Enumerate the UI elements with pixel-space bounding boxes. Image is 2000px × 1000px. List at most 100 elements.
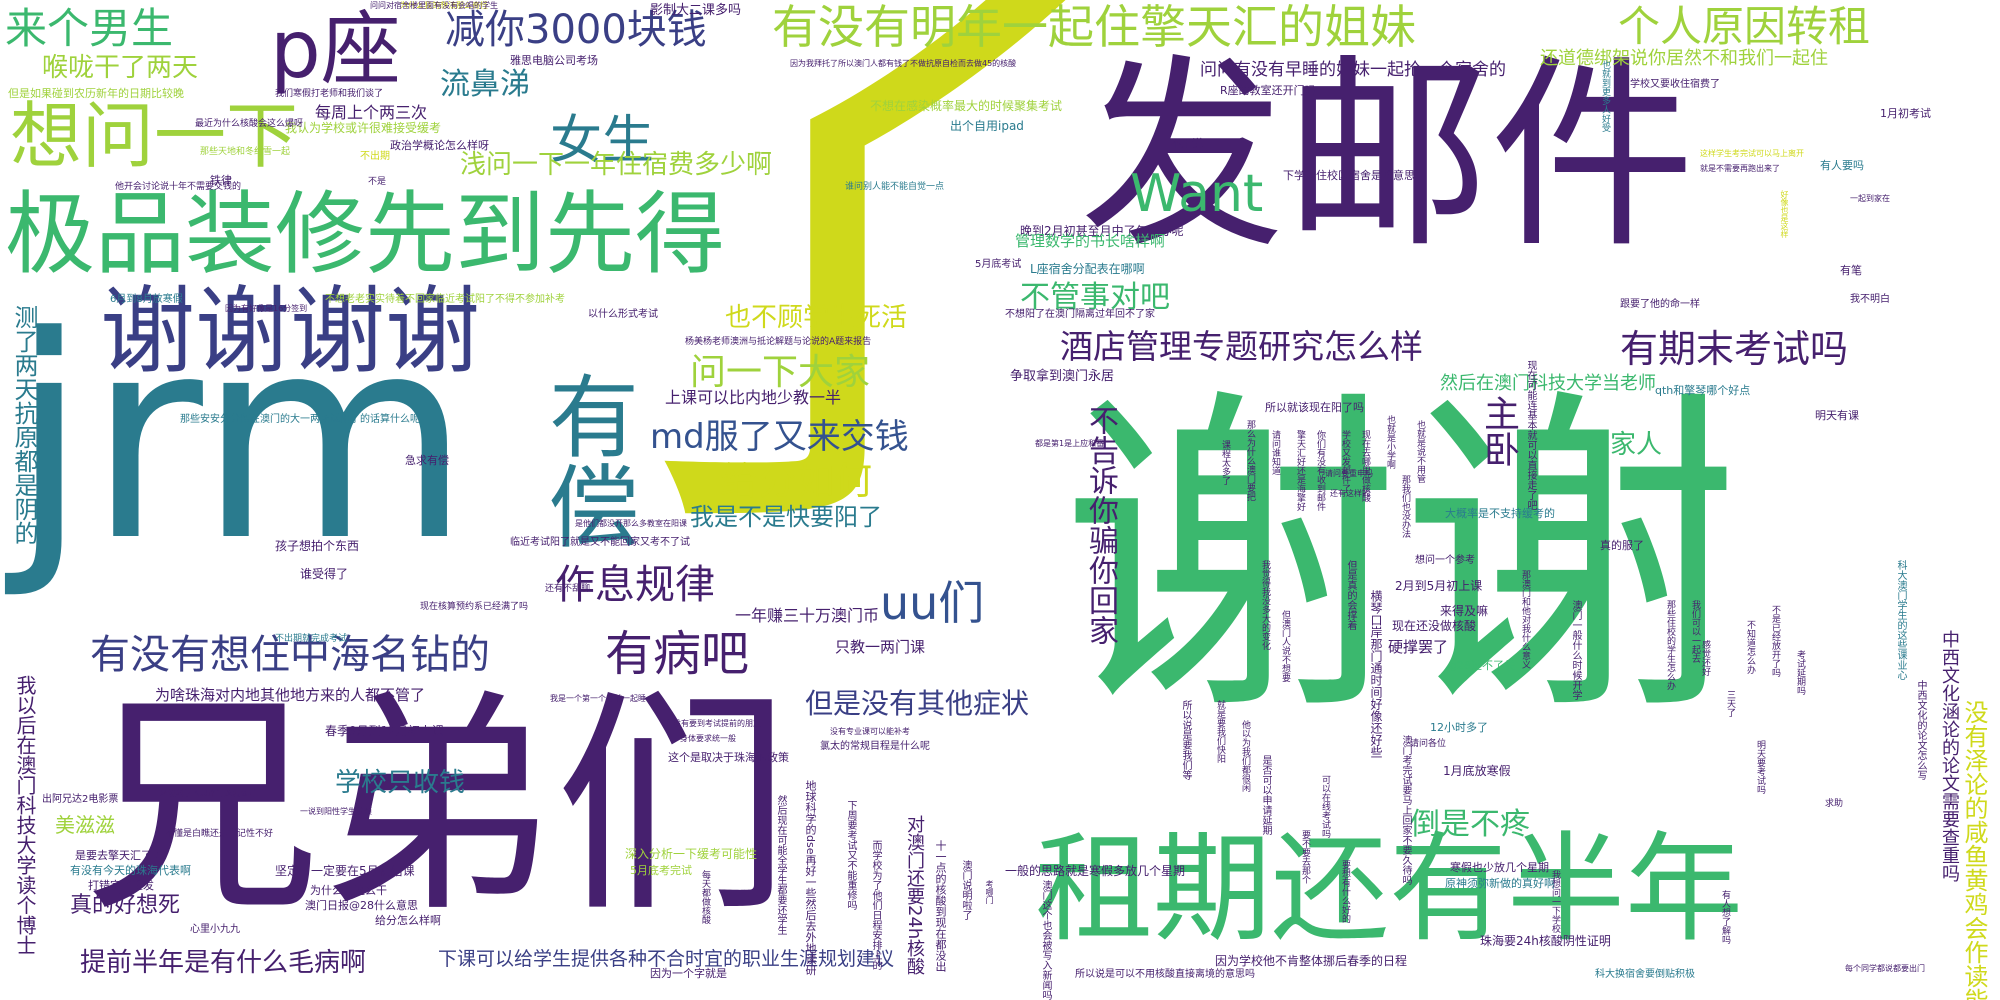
word-zheme: 为什么要这么干 — [310, 884, 387, 897]
word-liubiti: 流鼻涕 — [440, 67, 530, 102]
word-richeng: 而学校为了他们日程安排上的 — [870, 840, 881, 970]
word-taiduo: 课程太多了 — [1220, 440, 1230, 485]
word-pzuo: p座 — [270, 3, 401, 96]
word-meiyouzheng: 但是没有其他症状 — [805, 687, 1030, 720]
word-zhongxi: 中西文化涵论的论文需要查重吗 — [1939, 630, 1960, 882]
word-linjin: 临近考试阳了就是又不能回家又考不了试 — [510, 537, 690, 548]
word-lzuo: L座宿舍分配表在哪啊 — [1030, 262, 1145, 276]
word-xiexiexiexie: 谢谢谢谢 — [100, 277, 481, 387]
word-celiangtian: 测了两天抗原都是阴的 — [10, 305, 38, 545]
word-zhuanyeke: 没有专业课可以能补考 — [830, 727, 910, 736]
word-liaojie: 有人想了解吗 — [1720, 890, 1730, 944]
word-nongli: 但是如果碰到农历新年的日期比较晚 — [8, 87, 184, 100]
word-santian: 三天了 — [1725, 690, 1735, 717]
word-hengqin: 横琴口岸那门通时间好像还好些 — [1369, 590, 1383, 758]
word-yingzhi: 影制大二课多吗 — [650, 3, 742, 18]
word-meibanfa: 那我们也没办法 — [1400, 475, 1410, 538]
word-meizhou: 每周上个两三次 — [315, 103, 428, 122]
word-haode: 要想有什么好的 — [1340, 860, 1350, 923]
word-xiaoxue: 也就是小学啊 — [1385, 415, 1395, 469]
word-geifenzenme: 给分怎么样啊 — [375, 914, 441, 927]
word-xinli: 心里小九九 — [190, 924, 240, 935]
word-1yuedi: 1月底放寒假 — [1443, 764, 1511, 778]
word-zenmeban: 不知道怎么办 — [1745, 620, 1755, 674]
word-buchuqi: 不出期 — [360, 151, 390, 162]
word-lijing: 所以说是可以不用核酸直接离境的意思吗 — [1075, 969, 1255, 980]
word-yongju: 争取拿到澳门永居 — [1010, 369, 1115, 384]
word-yanqi: 是否可以申请延期 — [1260, 755, 1271, 835]
word-yiqidaojia: 一起到家在 — [1850, 194, 1890, 203]
word-chunji: 春季9月到12月初上课 — [325, 724, 444, 738]
word-paochulai: 就是不需要再跑出来了 — [1700, 164, 1780, 173]
word-xiexie: 谢谢 — [1060, 362, 1740, 758]
word-jian3000: 减你3000块钱 — [445, 7, 707, 53]
word-yuyue: 现在核算预约系已经满了吗 — [420, 602, 529, 612]
word-wandao: 晚到2月初甚至月中了怎么办呢 — [1020, 224, 1184, 238]
word-dacuozi: 打错字了重发 — [88, 879, 154, 892]
word-kaixue: 澳门一般什么时候开学 — [1570, 600, 1581, 700]
word-huankao: 我认为学校或许很难接受缓考 — [285, 121, 442, 135]
word-shaojiao: 上课可以比内地少教一半 — [665, 388, 842, 407]
word-buyongguan: 也就是说不用管 — [1415, 420, 1425, 483]
word-5yuedi: 5月底考试 — [975, 259, 1022, 270]
word-meitian: 每天都做核酸 — [700, 870, 710, 924]
word-zhuanzu: 个人原因转租 — [1618, 2, 1871, 51]
word-zhuxiao: 那些住校的学生怎么办 — [1665, 600, 1675, 690]
word-qiguai: 为什么我的想法那么奇怪 — [400, 1, 488, 10]
word-yigezi: 因为一个字就是 — [650, 967, 727, 980]
word-ipad: 出个自用ipad — [950, 119, 1024, 133]
word-yangmei: 杨美杨老师澳洲与抵论解题与论说的A题来报告 — [685, 337, 872, 347]
word-laidejima: 来得及嘛 — [1440, 604, 1489, 618]
word-mingtianyouke: 明天有课 — [1815, 409, 1859, 422]
word-xinwen: 澳门这个也会被写入新闻吗 — [1040, 880, 1051, 1000]
word-women: 所以说是要我们等 — [1180, 700, 1191, 780]
word-buxiang: 不想在感染概率最大的时候聚集考试 — [870, 99, 1063, 113]
word-youbingba: 有病吧 — [605, 626, 750, 682]
word-zhusufei: 学校又要收住宿费了 — [1630, 79, 1720, 90]
word-jiaren: 家人 — [1610, 430, 1663, 460]
word-hanjiada: 我们寒假打老师和我们谈了 — [275, 89, 384, 99]
word-sanshiwan: 一年赚三十万澳门币 — [735, 606, 880, 625]
word-xiangwen: 想问一下 — [10, 94, 299, 178]
word-buken: 因为学校他不肯整体挪后春季的日程 — [1215, 954, 1408, 968]
word-qujue: 这个是取决于珠海的政策 — [668, 751, 789, 764]
word-yangxing: 一说到阳性学生就烦 — [300, 807, 372, 816]
word-zuoxi: 作息规律 — [555, 562, 715, 608]
word-zhuhaidaibiao: 有没有今天的珠海代表啊 — [70, 864, 191, 877]
word-zuijin: 最近为什么核酸会这么爆呀 — [195, 119, 304, 129]
word-haoxiang: 好像也是这样 — [1780, 190, 1789, 238]
word-haiqing: 擎天汇好还是海擎好 — [1295, 430, 1305, 511]
word-zhuwo: 主卧 — [1478, 395, 1519, 467]
word-dongji: 那些天地和冬纪雪一起 — [200, 147, 291, 157]
word-xingshi: 以什么形式考试 — [588, 309, 658, 320]
word-2yue: 2月到5月初上课 — [1395, 579, 1483, 593]
word-xiaxueqi: 下学期住校区宿舍是啥意思 — [1283, 169, 1415, 182]
word-fayoujian: 发邮件 — [1080, 38, 1695, 276]
word-naxie: 要不要去那个 — [1300, 830, 1310, 884]
word-rzuo: R座的教室还开门吗 — [1220, 84, 1316, 97]
word-chengzhe: 但是真的会撑着 — [1345, 560, 1356, 630]
word-qimokaoshi: 有期末考试吗 — [1620, 327, 1849, 371]
word-zhendefu: 真的服了 — [1600, 539, 1644, 552]
word-jrm: jrm — [10, 277, 471, 603]
word-le: 了 — [490, 0, 1180, 621]
word-kedahuansushe: 科大换宿舍要倒贴积极 — [1595, 969, 1695, 980]
word-jiqiu: 急求有偿 — [405, 454, 449, 467]
word-buchuqijiu: 不出期就完成考试 — [275, 634, 348, 644]
word-zhuhai24: 珠海要24h核酸阴性证明 — [1480, 934, 1611, 948]
word-jiaoshi: 是他们都没开那么多教室在阳课 — [575, 519, 687, 528]
word-zijue: 谁问别人能不能自觉一点 — [845, 182, 945, 192]
word-shangying: 都是第1是上应和番 — [1035, 439, 1105, 448]
word-zhengzhi: 政治学概论怎么样呀 — [390, 139, 489, 152]
word-haoshou: 也就到更多人好受 — [1600, 60, 1610, 132]
word-silu: 一般的思路就是寒假多放几个星期 — [1005, 864, 1186, 878]
word-sushelou: 问问对宿舍楼里面有没有会唱的学生 — [370, 1, 498, 10]
word-hanjia: 寒假也少放几个星期 — [1450, 861, 1549, 874]
word-geifen: 给分如何 — [720, 459, 873, 503]
word-jipin: 极品装修先到先得 — [5, 182, 725, 287]
word-buyongshuo: 不用说 — [1170, 137, 1203, 150]
word-yasi: 雅思电脑公司考场 — [510, 54, 598, 67]
word-youfa: 学校又发邮件了 — [1340, 430, 1350, 493]
word-xiongdimen: 兄弟们 — [85, 671, 790, 944]
word-bugaosu: 不告诉你骗你回家 — [1083, 405, 1118, 645]
